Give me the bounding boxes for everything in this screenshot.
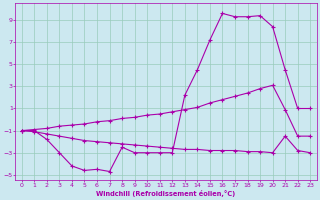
X-axis label: Windchill (Refroidissement éolien,°C): Windchill (Refroidissement éolien,°C) (96, 190, 236, 197)
